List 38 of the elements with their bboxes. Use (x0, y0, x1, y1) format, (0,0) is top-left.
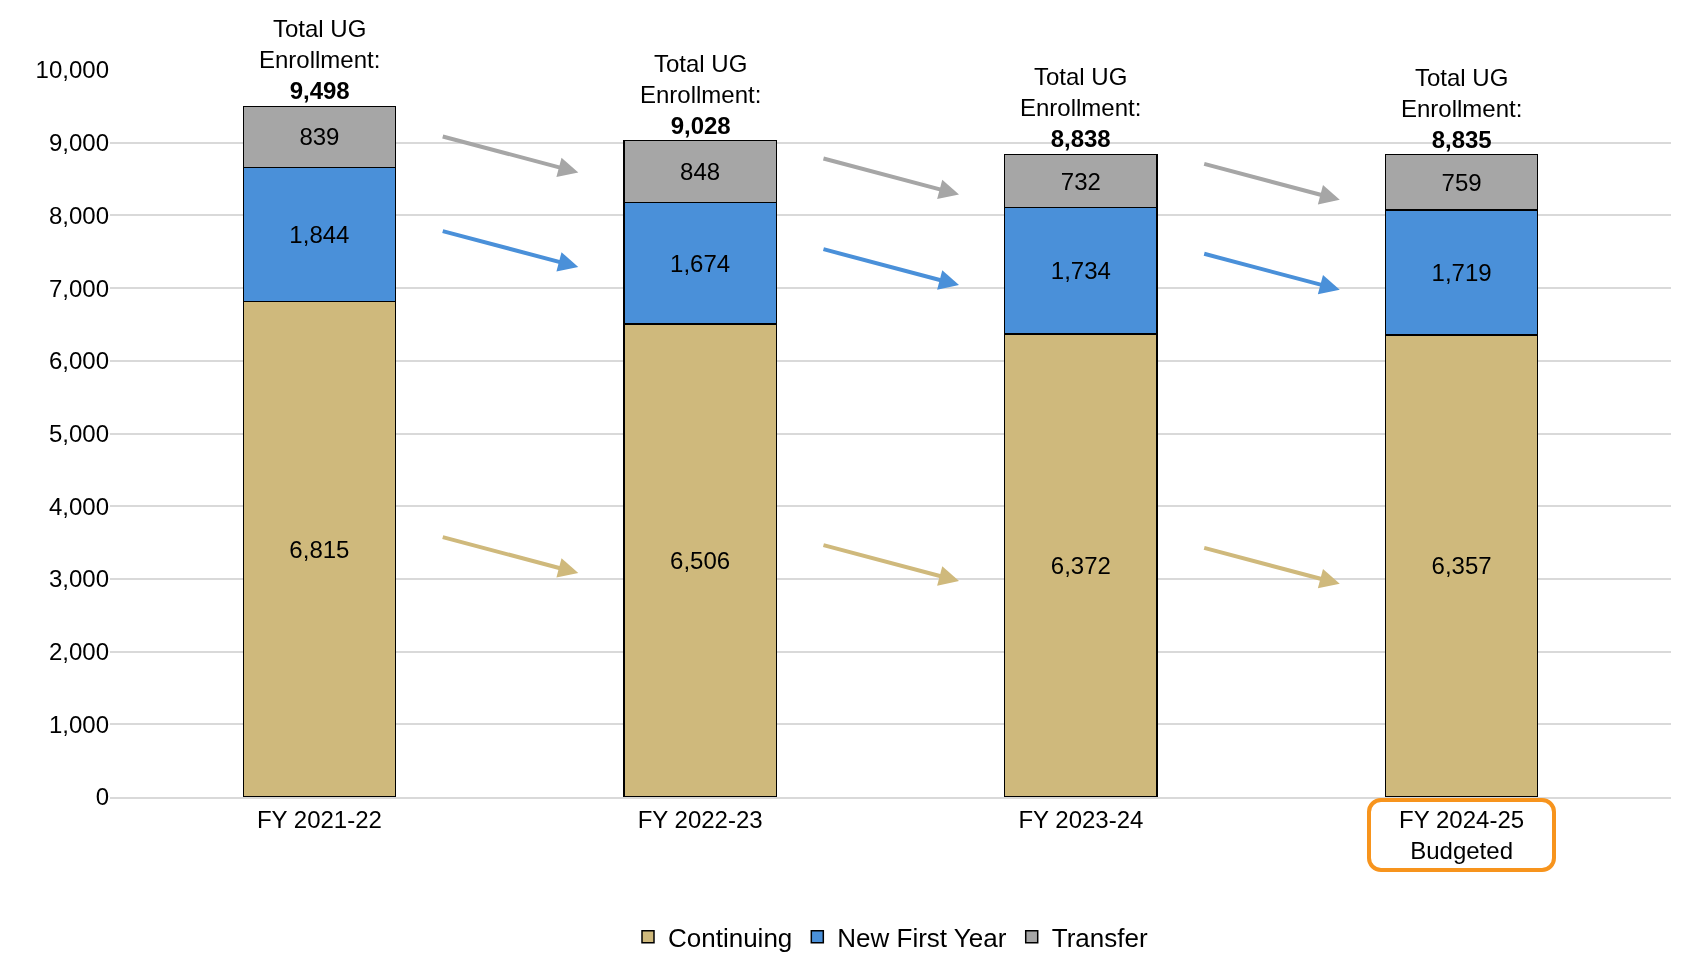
data-label: 1,844 (289, 221, 350, 249)
annotation: Total UG Enrollment: (1020, 63, 1142, 122)
data-label: 6,506 (670, 547, 731, 575)
annotation: Total UG Enrollment: (640, 50, 762, 109)
x-tick-label: FY 2023-24 (1018, 805, 1144, 833)
y-tick-label: 9,000 (48, 129, 109, 157)
y-tick-label: 5,000 (48, 419, 109, 447)
x-tick-label: FY 2021-22 (256, 805, 382, 833)
annotation: Total UG Enrollment: (1401, 64, 1523, 123)
legend-label: Transfer (1051, 922, 1148, 953)
data-label: 6,372 (1050, 551, 1111, 579)
y-tick-label: 7,000 (48, 274, 109, 302)
total-label: 8,835 (1431, 126, 1492, 154)
x-tick-label: FY 2022-23 (637, 805, 763, 833)
x-tick-label: FY 2024-25 Budgeted (1399, 805, 1525, 864)
annotation: Total UG Enrollment: (259, 15, 381, 74)
y-tick-label: 0 (95, 783, 109, 811)
data-label: 1,674 (670, 249, 731, 277)
legend-label: Continuing (668, 922, 793, 953)
data-label: 848 (680, 157, 721, 185)
y-tick-label: 8,000 (48, 201, 109, 229)
data-label: 6,357 (1431, 552, 1492, 580)
y-tick-label: 2,000 (48, 638, 109, 665)
y-tick-label: 1,000 (48, 710, 109, 738)
data-label: 759 (1441, 168, 1482, 196)
y-tick-label: 10,000 (35, 56, 109, 84)
y-tick-label: 3,000 (48, 565, 109, 593)
total-label: 8,838 (1050, 125, 1111, 153)
y-tick-label: 6,000 (48, 347, 109, 375)
data-label: 839 (299, 123, 340, 151)
data-label: 1,734 (1050, 257, 1111, 285)
data-label: 1,719 (1431, 258, 1492, 286)
y-tick-label: 4,000 (48, 492, 109, 520)
data-label: 6,815 (289, 535, 350, 563)
total-label: 9,028 (670, 112, 731, 140)
legend-label: New First Year (837, 922, 1007, 953)
data-label: 732 (1060, 167, 1101, 195)
total-label: 9,498 (289, 77, 350, 105)
